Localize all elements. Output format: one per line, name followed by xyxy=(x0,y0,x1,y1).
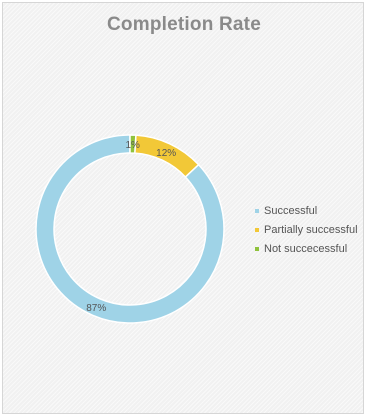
legend-item-successful: Successful xyxy=(255,201,358,220)
legend-swatch-successful xyxy=(255,208,259,213)
label-successful: 87% xyxy=(86,303,106,314)
slice-not-successful xyxy=(129,134,137,154)
legend-item-not-successful: Not succecessful xyxy=(255,239,358,258)
legend-swatch-partially-successful xyxy=(255,227,259,232)
donut-labels: 87% 12% 1% xyxy=(86,140,176,314)
slice-successful xyxy=(35,134,225,324)
legend-item-partially-successful: Partially successful xyxy=(255,220,358,239)
legend-label-partially-successful: Partially successful xyxy=(264,223,358,236)
chart-title: Completion Rate xyxy=(107,14,261,35)
legend-swatch-not-successful xyxy=(255,246,259,251)
donut-slices xyxy=(35,134,225,324)
legend-label-not-successful: Not succecessful xyxy=(264,242,348,255)
legend-label-successful: Successful xyxy=(264,204,318,217)
label-not-successful: 1% xyxy=(125,140,140,151)
label-partially-successful: 12% xyxy=(156,148,176,159)
chart-area xyxy=(2,2,364,414)
legend: Successful Partially successful Not succ… xyxy=(255,201,358,258)
